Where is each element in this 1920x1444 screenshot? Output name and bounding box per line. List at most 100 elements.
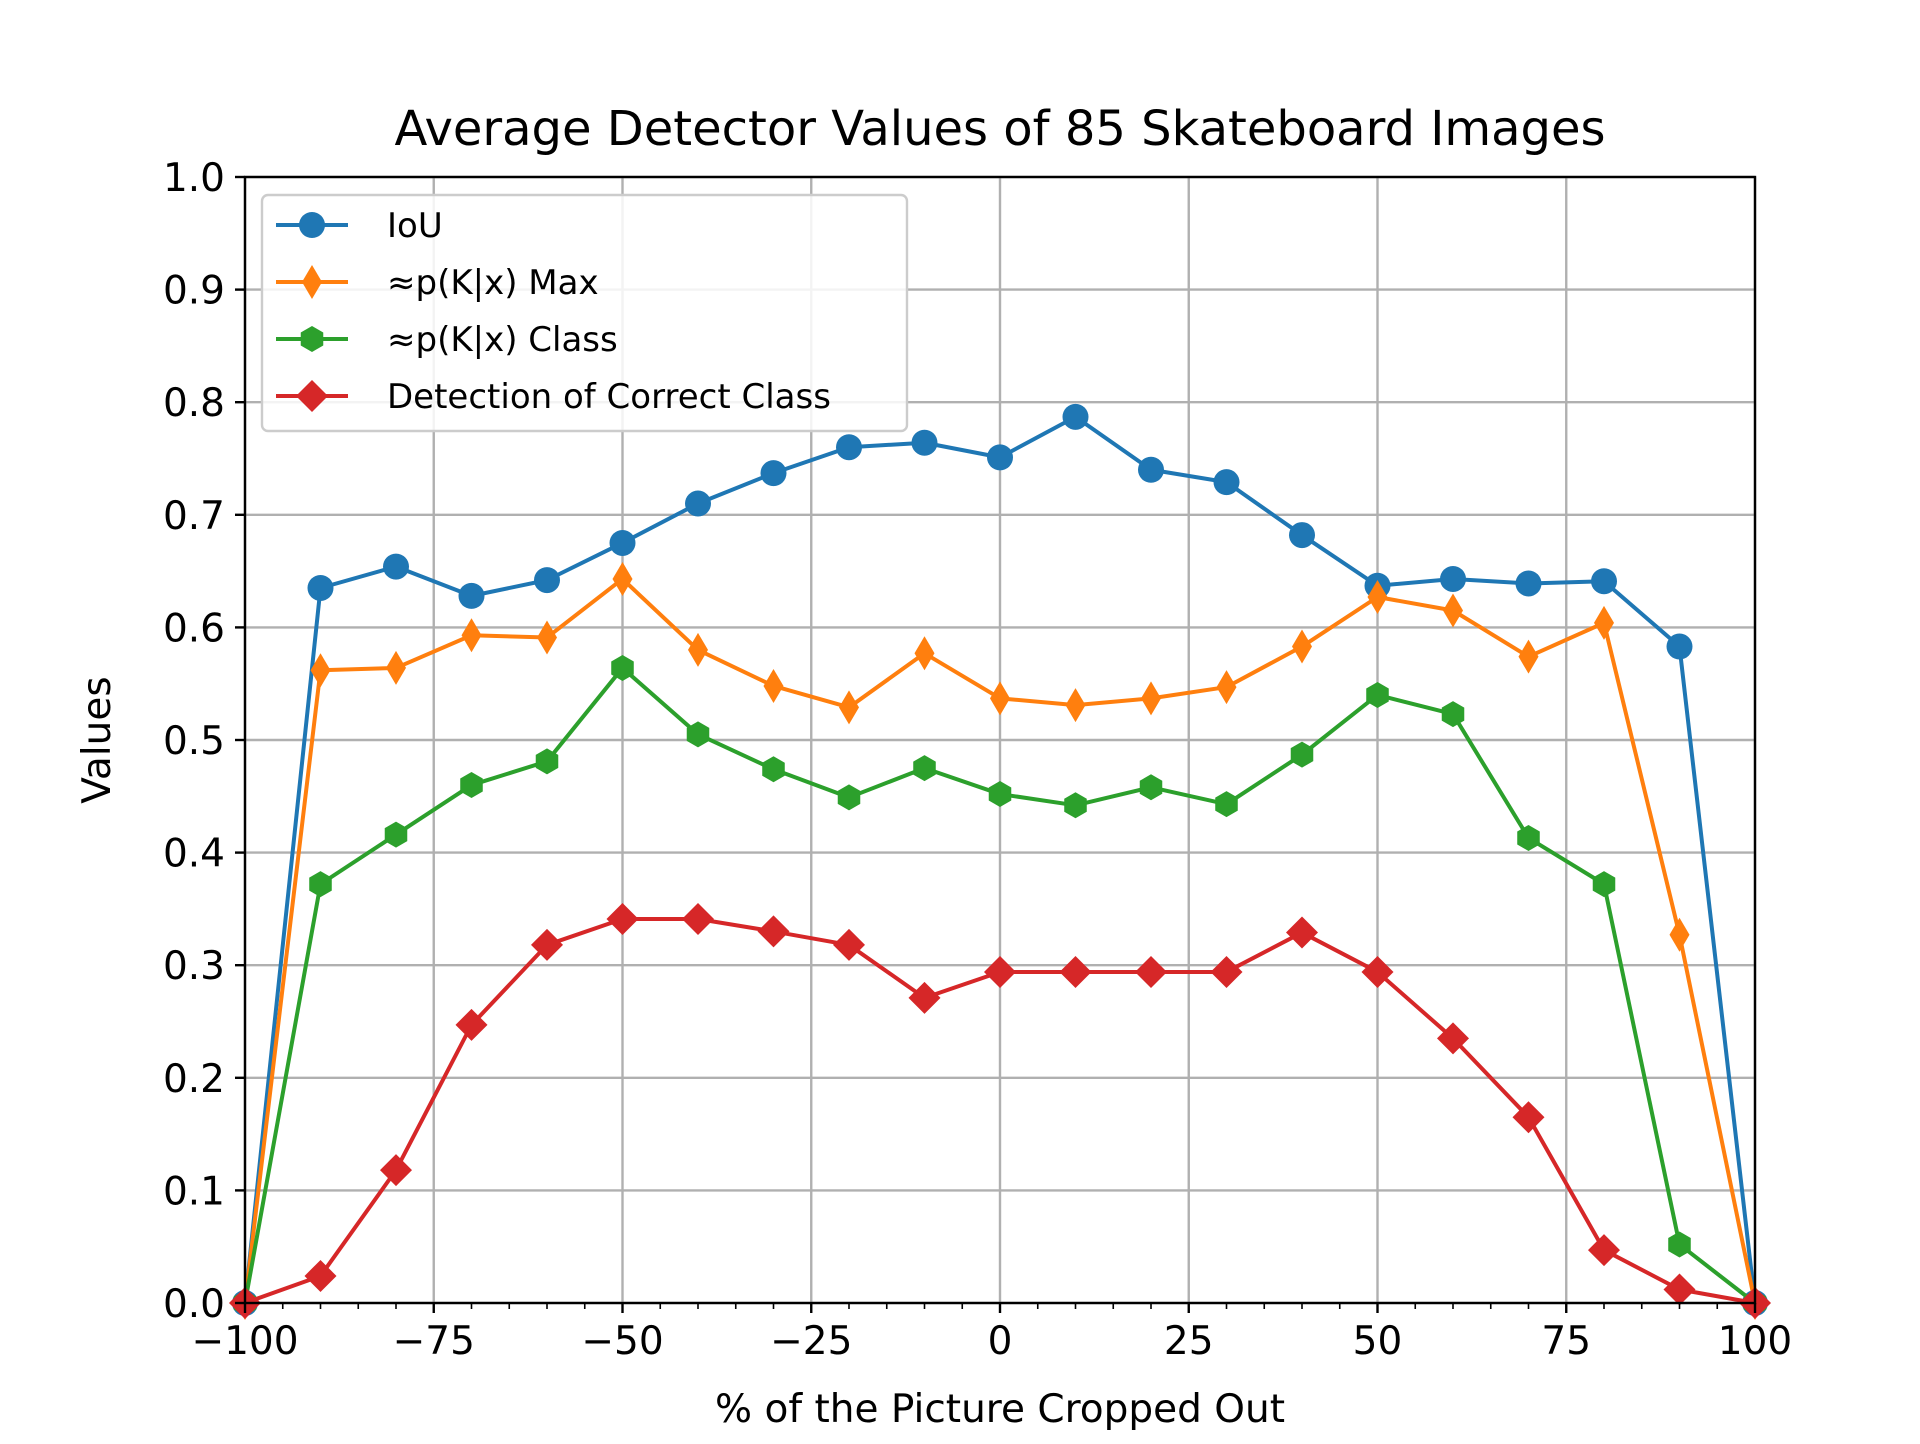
data-point (1139, 774, 1163, 801)
data-point (531, 928, 563, 961)
data-point (537, 620, 557, 655)
data-point (1135, 955, 1167, 988)
y-tick-label: 0.9 (163, 269, 225, 314)
data-point (609, 529, 636, 556)
series-3 (229, 903, 1771, 1319)
data-point (836, 434, 862, 461)
y-tick-label: 0.6 (163, 606, 225, 651)
data-point (383, 553, 409, 580)
data-point (386, 650, 406, 685)
data-point (1367, 579, 1388, 614)
y-tick-label: 0.5 (163, 719, 225, 764)
data-point (611, 654, 634, 681)
data-point (1668, 1231, 1691, 1258)
y-axis-label: Values (75, 676, 120, 803)
data-point (1290, 741, 1314, 768)
data-point (1594, 605, 1614, 640)
data-point (535, 748, 559, 775)
legend-item: ≈p(K|x) Max (276, 263, 599, 303)
data-point (1216, 670, 1237, 705)
legend-marker (299, 212, 325, 238)
legend-label: ≈p(K|x) Max (387, 263, 599, 303)
data-point (1666, 633, 1693, 660)
data-point (1517, 824, 1540, 851)
x-tick-label: −75 (393, 1319, 475, 1364)
data-point (606, 903, 639, 936)
data-point (304, 1259, 337, 1292)
legend-marker (296, 380, 328, 412)
data-point (908, 981, 941, 1014)
legend-item: ≈p(K|x) Class (276, 320, 618, 360)
data-point (688, 632, 708, 667)
data-point (1443, 593, 1463, 628)
legend-item: Detection of Correct Class (276, 377, 831, 417)
data-point (461, 618, 482, 653)
x-tick-label: −25 (770, 1319, 852, 1364)
data-point (1437, 1022, 1469, 1055)
data-point (1518, 639, 1539, 674)
data-point (760, 460, 787, 487)
data-point (460, 772, 483, 799)
data-point (984, 955, 1016, 988)
data-point (911, 429, 938, 456)
data-point (455, 1008, 488, 1041)
data-point (1440, 565, 1466, 592)
data-point (1141, 681, 1161, 716)
data-point (1213, 469, 1240, 496)
data-point (1663, 1273, 1696, 1306)
data-point (685, 490, 711, 517)
legend-item: IoU (276, 206, 443, 246)
legend-box (260, 193, 909, 433)
data-point (1588, 1234, 1620, 1267)
data-point (1592, 871, 1616, 898)
legend-marker (300, 326, 324, 352)
data-point (1210, 955, 1243, 988)
data-point (1366, 681, 1389, 708)
data-point (987, 444, 1013, 471)
data-point (1361, 955, 1394, 988)
legend-label: Detection of Correct Class (387, 377, 831, 417)
legend-label: ≈p(K|x) Class (387, 320, 618, 360)
x-tick-label: 0 (988, 1319, 1013, 1364)
data-point (988, 781, 1012, 808)
data-point (1512, 1101, 1545, 1134)
data-point (839, 690, 859, 725)
data-point (534, 567, 560, 594)
data-point (384, 821, 408, 848)
data-point (1059, 955, 1092, 988)
x-tick-label: 25 (1164, 1319, 1214, 1364)
data-point (310, 653, 331, 688)
data-point (762, 756, 785, 783)
data-point (1669, 917, 1690, 952)
data-point (1286, 916, 1318, 949)
legend-marker (302, 265, 322, 299)
data-point (309, 871, 332, 898)
legend: IoU ≈p(K|x) Max ≈p(K|x) Class Detection of … (260, 193, 909, 433)
data-point (837, 784, 861, 811)
y-tick-label: 0.4 (163, 832, 225, 877)
data-point (1065, 688, 1086, 723)
y-tick-label: 0.2 (163, 1057, 225, 1102)
y-tick-label: 0.1 (163, 1169, 225, 1214)
data-point (1515, 570, 1542, 597)
data-point (763, 668, 784, 703)
data-point (1289, 522, 1315, 549)
data-point (757, 915, 790, 948)
x-tick-label: −50 (581, 1319, 663, 1364)
data-point (612, 561, 633, 596)
legend-label: IoU (387, 206, 443, 246)
y-tick-label: 0.3 (163, 944, 225, 989)
y-tick-label: 0.7 (163, 494, 225, 539)
data-point (990, 681, 1010, 716)
data-point (1064, 792, 1087, 819)
plot-axes: −100 −75 −50 −25 0 25 50 75 100 0.0 0.1 0.2 0.3 0.4 0.… (163, 156, 1792, 1364)
x-tick-label: −100 (191, 1319, 298, 1364)
series-2 (233, 654, 1767, 1316)
data-point (833, 928, 865, 961)
data-point (1215, 791, 1238, 818)
data-point (1062, 403, 1089, 430)
x-tick-label: 50 (1353, 1319, 1403, 1364)
data-point (1138, 456, 1164, 483)
data-point (914, 636, 935, 671)
